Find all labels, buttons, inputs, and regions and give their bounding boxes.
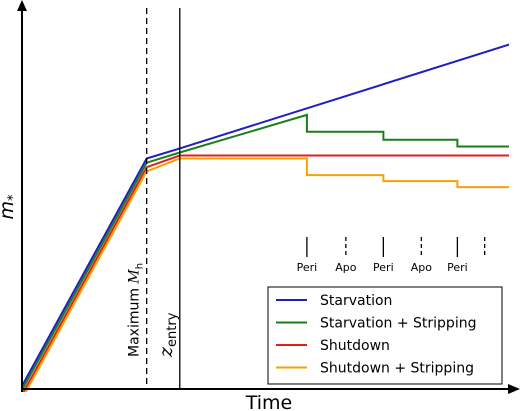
vline-label-0: Maximum Mh xyxy=(127,263,146,357)
orbit-marker-label-1: Apo xyxy=(335,261,357,274)
orbit-marker-label-3: Apo xyxy=(411,261,433,274)
series-line-2 xyxy=(22,154,509,392)
orbit-marker-label-4: Peri xyxy=(447,261,468,274)
orbit-marker-label-2: Peri xyxy=(373,261,394,274)
series-line-0 xyxy=(22,43,510,387)
annotations: Maximum Mh zentry Peri Apo Peri Apo Peri xyxy=(127,8,486,389)
y-axis-arrow xyxy=(17,0,27,11)
x-axis-label: Time xyxy=(245,392,293,411)
axes xyxy=(17,0,520,394)
series-line-3 xyxy=(24,157,509,392)
legend-label-1: Starvation + Stripping xyxy=(320,316,476,332)
x-axis-arrow xyxy=(508,384,520,394)
vline-label-1: zentry xyxy=(155,312,180,358)
y-axis-label: m* xyxy=(0,194,21,220)
legend-label-2: Shutdown xyxy=(320,338,390,354)
series-line-1 xyxy=(22,113,509,391)
data-lines xyxy=(22,43,510,392)
legend: Starvation Starvation + Stripping Shutdown… xyxy=(267,286,503,385)
legend-label-3: Shutdown + Stripping xyxy=(320,361,474,377)
legend-label-0: Starvation xyxy=(320,293,392,309)
orbit-marker-label-0: Peri xyxy=(297,261,318,274)
